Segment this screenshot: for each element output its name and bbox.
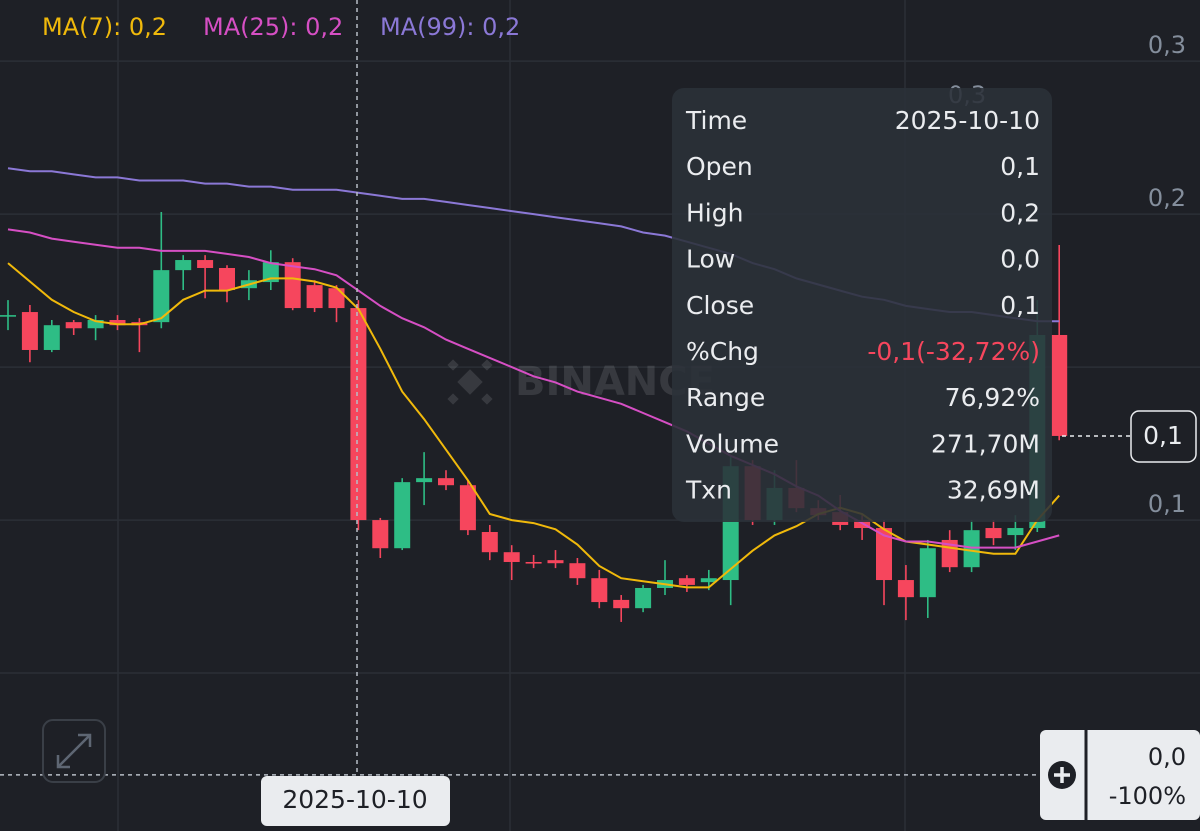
candle-body bbox=[0, 315, 16, 317]
candle-body bbox=[569, 563, 586, 579]
tooltip-value: 0,1 bbox=[1000, 152, 1040, 181]
tooltip-value: 2025-10-10 bbox=[895, 106, 1040, 135]
candle-body bbox=[503, 552, 520, 562]
candle-body bbox=[700, 578, 717, 583]
candle-body bbox=[876, 528, 892, 581]
candle-body bbox=[219, 267, 235, 291]
candle-body bbox=[262, 262, 279, 283]
candle-body bbox=[459, 485, 476, 531]
candle-body bbox=[1007, 528, 1024, 536]
candle-body bbox=[963, 530, 980, 568]
crosshair-x-label: 2025-10-10 bbox=[282, 785, 427, 814]
tooltip-value: 0,2 bbox=[1000, 198, 1040, 227]
candle-body bbox=[328, 288, 345, 309]
candle-body bbox=[372, 520, 389, 549]
legend-entry: MA(7): 0,2 bbox=[42, 13, 167, 41]
tooltip-label: Range bbox=[686, 383, 765, 412]
candle-body bbox=[21, 312, 38, 350]
tooltip-label: Close bbox=[686, 291, 754, 320]
candle-body bbox=[416, 478, 433, 483]
tooltip-label: Txn bbox=[685, 476, 732, 505]
tooltip-label: Open bbox=[686, 152, 753, 181]
candle-body bbox=[897, 580, 914, 598]
expand-button-frame[interactable] bbox=[42, 719, 106, 783]
tooltip-value: 76,92% bbox=[945, 383, 1040, 412]
crosshair-y-label: 0,0 bbox=[1148, 743, 1186, 771]
candle-body bbox=[919, 548, 936, 598]
tooltip-value: -0,1(-32,72%) bbox=[867, 337, 1040, 366]
current-price-label: 0,1 bbox=[1143, 421, 1183, 450]
tooltip-background bbox=[672, 88, 1052, 522]
candle-body bbox=[306, 285, 323, 309]
tooltip-value: 0,0 bbox=[1000, 245, 1040, 274]
candle-body bbox=[635, 587, 652, 609]
candle-body bbox=[591, 578, 608, 603]
watermark-logo bbox=[447, 359, 493, 405]
current-price-box bbox=[1130, 410, 1197, 463]
legend-entry: MA(25): 0,2 bbox=[203, 13, 343, 41]
crosshair-x-label-box bbox=[261, 776, 450, 826]
expand-icon bbox=[56, 733, 92, 769]
y-tick-label: 0,3 bbox=[1148, 31, 1186, 59]
tooltip-value: 32,69M bbox=[947, 476, 1040, 505]
tooltip-label: Time bbox=[685, 106, 747, 135]
candle-body bbox=[65, 322, 82, 329]
tooltip-label: High bbox=[686, 198, 743, 227]
y-axis: 0,3 0,2 0,1 bbox=[1148, 31, 1200, 521]
y-tick-label: 0,1 bbox=[1148, 490, 1186, 518]
candle-body bbox=[547, 560, 564, 564]
candle-body bbox=[284, 262, 301, 309]
legend-entry: MA(99): 0,2 bbox=[380, 13, 520, 41]
plus-icon bbox=[1054, 767, 1070, 783]
candle-body bbox=[613, 599, 630, 609]
candle-body bbox=[1051, 334, 1068, 436]
ma-line bbox=[7, 228, 1060, 549]
y-tick-label: 0,2 bbox=[1148, 184, 1186, 212]
crosshair-y-change: -100% bbox=[1109, 782, 1186, 810]
candle-body bbox=[197, 260, 214, 268]
legend: MA(7): 0,2 MA(25): 0,2 MA(99): 0,2 bbox=[42, 13, 520, 41]
crosshair-y-box bbox=[1040, 730, 1200, 820]
candle-body bbox=[109, 319, 126, 326]
candle-body bbox=[87, 319, 104, 329]
tooltip-label: %Chg bbox=[686, 337, 759, 366]
candle-body bbox=[43, 325, 60, 350]
candle-body bbox=[438, 478, 454, 486]
add-order-button[interactable] bbox=[1048, 761, 1076, 789]
ma-line bbox=[7, 262, 1060, 589]
candle-body bbox=[394, 482, 411, 549]
candle-body bbox=[175, 260, 192, 271]
candle-body bbox=[525, 561, 542, 564]
candle-body bbox=[481, 532, 498, 553]
candle-body bbox=[678, 578, 695, 585]
candle-body bbox=[350, 308, 367, 521]
candle-body bbox=[985, 528, 1002, 539]
tooltip: 0,3 Time2025-10-10Open0,1High0,2Low0,0Cl… bbox=[672, 81, 1052, 522]
tooltip-label: Low bbox=[686, 245, 735, 274]
tooltip-value: 0,1 bbox=[1000, 291, 1040, 320]
tooltip-label: Volume bbox=[686, 429, 779, 458]
tooltip-value: 271,70M bbox=[931, 429, 1040, 458]
expand-button[interactable] bbox=[42, 719, 106, 783]
candle-body bbox=[153, 270, 170, 323]
